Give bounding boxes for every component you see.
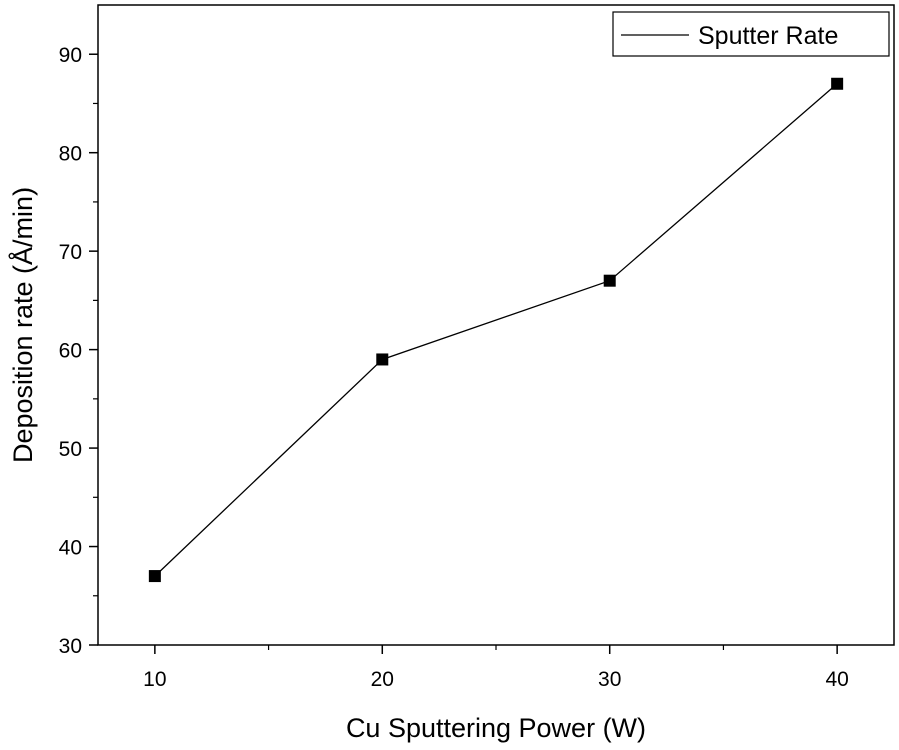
series-layer (148, 77, 844, 583)
x-tick-label: 30 (598, 668, 621, 691)
data-point-marker (831, 77, 844, 90)
y-tick-label: 60 (59, 340, 82, 363)
x-axis-title: Cu Sputtering Power (W) (346, 713, 646, 743)
y-tick-label: 80 (59, 143, 82, 166)
axis-tick-labels: 10 20 30 40 30 40 50 60 70 80 90 (59, 44, 849, 691)
data-point-marker (148, 570, 161, 583)
y-axis-title: Deposition rate (Å/min) (7, 187, 38, 463)
y-tick-label: 70 (59, 241, 82, 264)
y-tick-label: 30 (59, 635, 82, 658)
plot-frame (97, 4, 895, 646)
legend-label: Sputter Rate (698, 22, 838, 50)
data-point-marker (376, 353, 389, 366)
y-tick-label: 90 (59, 44, 82, 67)
y-tick-label: 40 (59, 537, 82, 560)
y-tick-label: 50 (59, 438, 82, 461)
legend: Sputter Rate (612, 11, 890, 57)
x-tick-label: 40 (825, 668, 848, 691)
x-tick-label: 20 (371, 668, 394, 691)
legend-box (612, 11, 890, 57)
data-point-marker (603, 274, 616, 287)
axis-ticks (89, 53, 838, 654)
x-tick-label: 10 (143, 668, 166, 691)
series-line (154, 83, 838, 577)
